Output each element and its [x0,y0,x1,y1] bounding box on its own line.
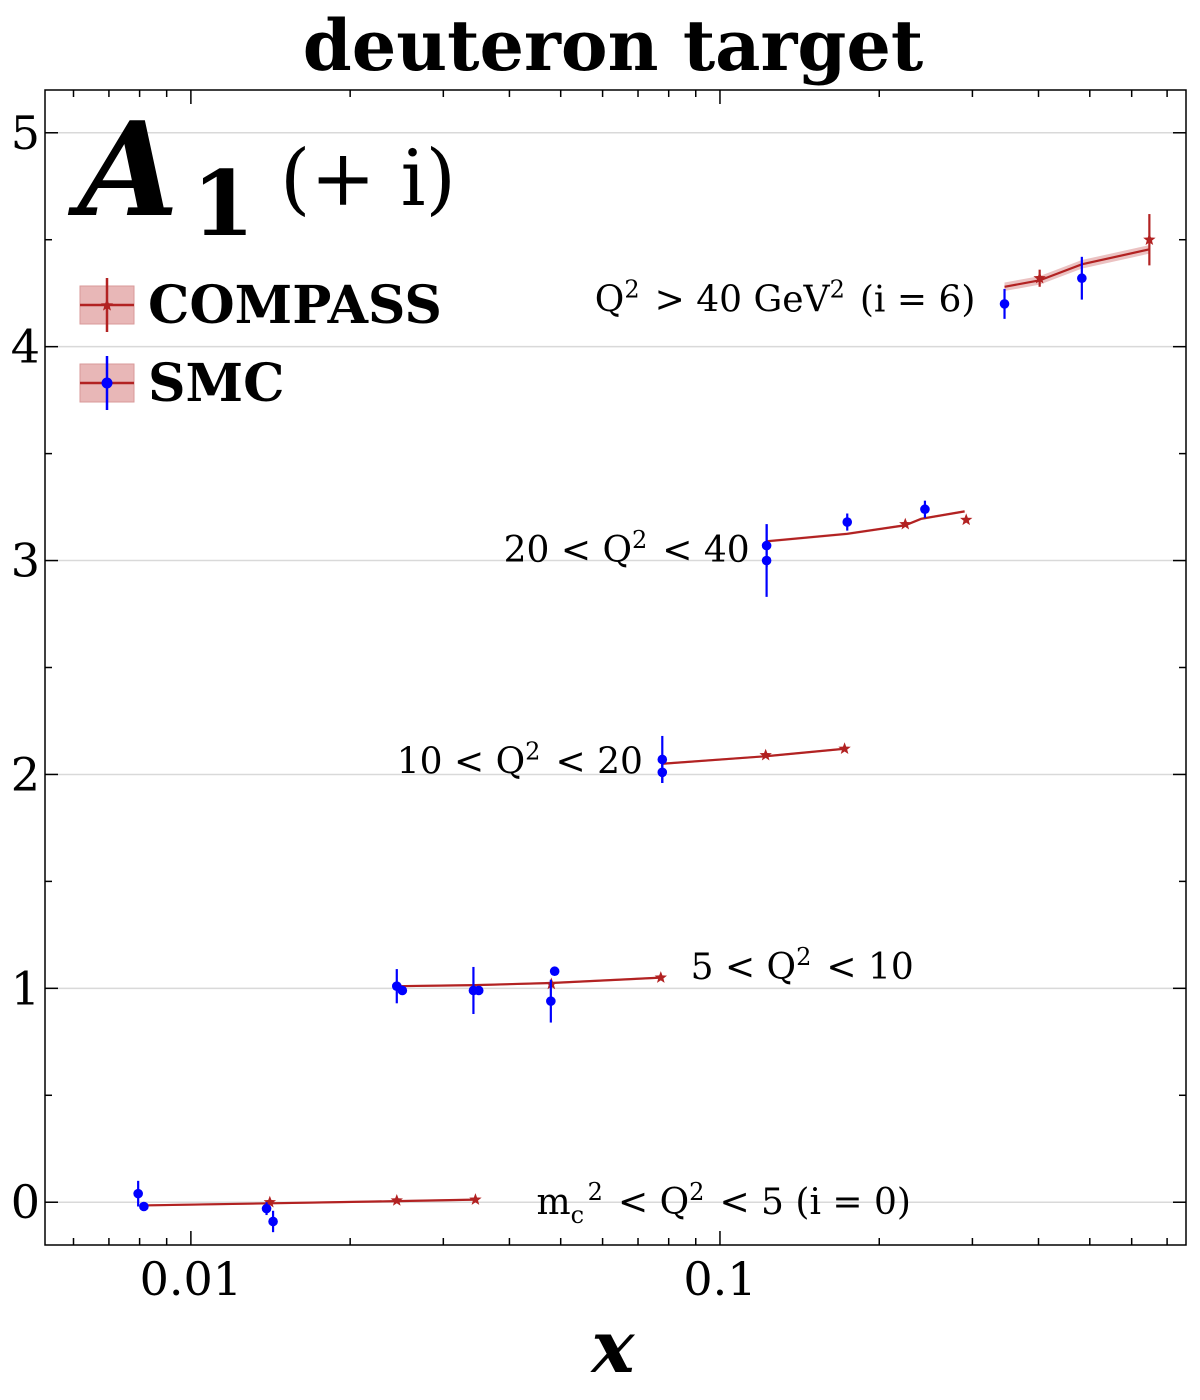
legend-label-compass: COMPASS [148,275,442,336]
compass-point [1143,233,1156,245]
bin-annotation: 20 < Q2 < 40 [504,526,750,571]
compass-point [263,1195,277,1208]
x-axis-label: x [590,1304,636,1389]
bin-annotation: 10 < Q2 < 20 [397,738,643,783]
bin-annotations: mc 2 < Q2 < 5 (i = 0) 5 < Q2 < 10 10 < Q2 … [397,276,976,1230]
x-tick-label: 0.1 [683,1252,756,1306]
quantity-offset: (+ i) [280,134,456,224]
smc-point [657,767,668,778]
compass-point [469,1193,482,1205]
quantity-symbol: A [67,93,179,246]
smc-point [920,504,930,515]
axis-ticks [45,90,1186,1245]
legend: COMPASS SMC [79,275,442,414]
compass-point [960,513,973,526]
fit-curve [396,976,661,988]
smc-point [397,985,408,996]
gridlines [45,132,1186,1203]
smc-point [842,517,853,527]
legend-swatch-compass-star [100,299,114,311]
smc-point [657,754,668,765]
smc-point [139,1201,149,1212]
compass-point [390,1194,403,1206]
smc-point [999,299,1010,309]
smc-point [1077,273,1087,284]
smc-point [268,1216,278,1227]
y-tick-label: 3 [11,534,40,588]
compass-point [899,517,912,530]
legend-entry-smc: SMC [79,353,285,414]
fit-curve [1004,248,1150,288]
y-tick-label: 2 [11,747,40,801]
legend-label-smc: SMC [148,353,285,414]
compass-point [1033,271,1046,284]
bin-annotation: Q2 > 40 GeV2 (i = 6) [595,276,976,321]
smc-point [546,996,556,1006]
smc-point [261,1203,272,1214]
fit-curve [142,1198,476,1207]
smc-point [761,555,772,566]
smc-point [133,1188,143,1199]
compass-point [759,748,772,761]
bin-annotation: mc 2 < Q2 < 5 (i = 0) [536,1178,910,1229]
y-tick-label: 4 [11,320,40,374]
smc-point [473,985,484,996]
tick-labels: 0 1 2 3 4 5 0.01 0.1 [11,106,757,1306]
bin-annotation: 5 < Q2 < 10 [691,943,914,988]
legend-entry-compass: COMPASS [79,275,442,336]
y-tick-label: 5 [11,106,40,160]
x-tick-label: 0.01 [140,1252,242,1306]
chart-title: deuteron target [303,4,923,87]
y-tick-label: 0 [11,1175,40,1229]
legend-swatch-smc-dot [101,377,113,389]
compass-point [838,742,851,755]
smc-point [549,966,560,977]
quantity-subscript: 1 [192,151,255,257]
data-points [133,214,1156,1233]
y-tick-label: 1 [11,961,40,1015]
compass-point [654,971,667,983]
quantity-label: A 1 (+ i) [67,93,456,257]
